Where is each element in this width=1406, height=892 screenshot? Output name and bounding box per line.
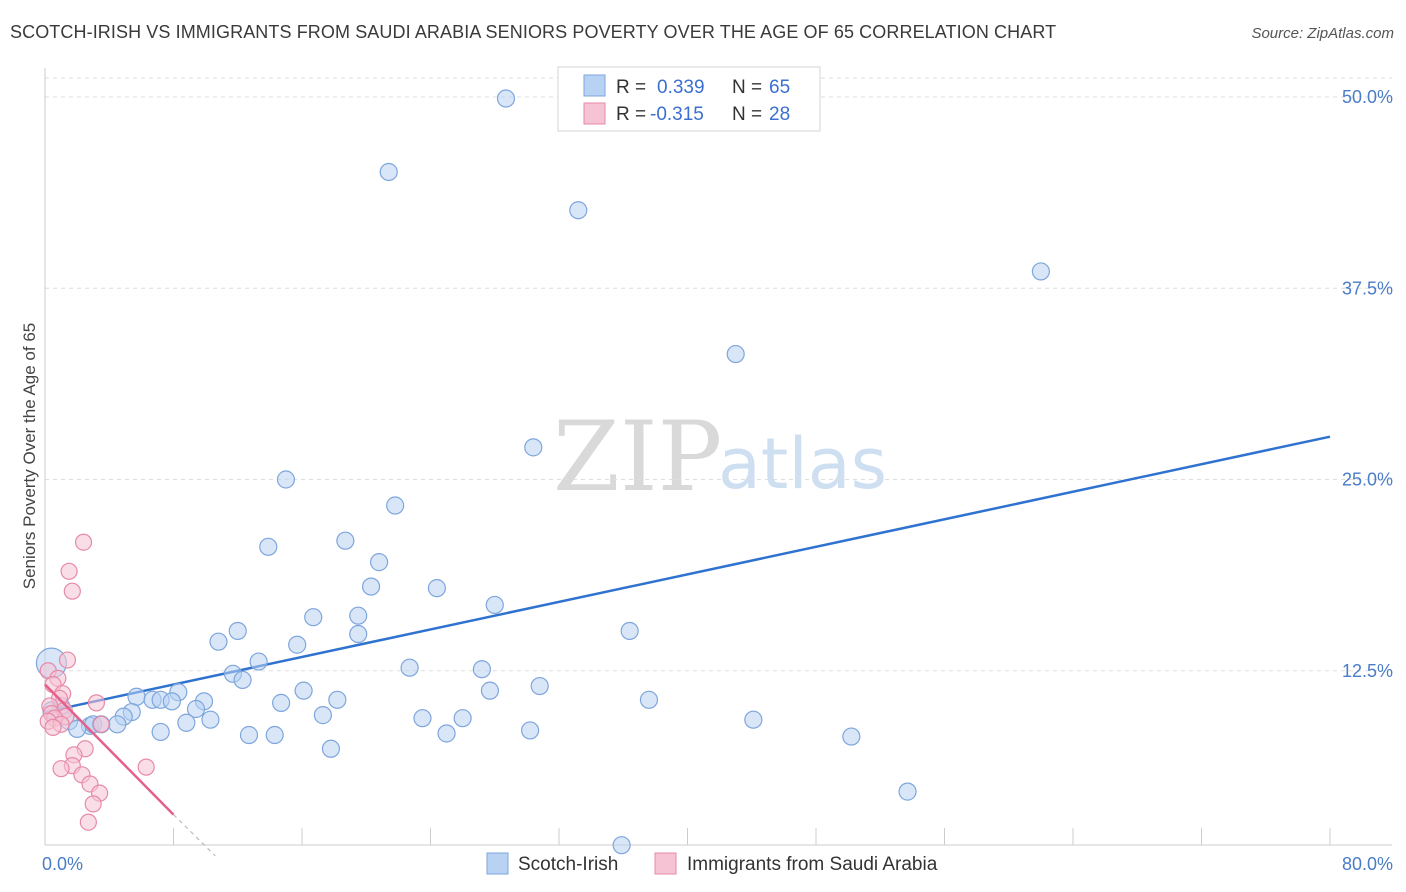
point-scotch-irish-14	[304, 608, 323, 627]
point-scotch-irish-46	[453, 709, 472, 728]
point-scotch-irish-55	[68, 719, 87, 738]
watermark: ZIP atlas	[553, 401, 887, 513]
point-scotch-irish-26	[233, 670, 252, 690]
point-scotch-irish-12	[427, 579, 447, 598]
y-tick-label-3: 50.0%	[1342, 87, 1393, 107]
trendline-pink-solid	[44, 683, 175, 816]
y-tick-label-2: 37.5%	[1342, 278, 1393, 298]
point-scotch-irish-2	[569, 201, 588, 220]
point-scotch-irish-36	[272, 693, 291, 712]
point-scotch-irish-18	[349, 624, 368, 644]
legend-n-value-blue: 65	[769, 77, 790, 98]
point-scotch-irish-20	[288, 635, 307, 654]
point-scotch-irish-58	[520, 721, 540, 740]
point-saudi-arabia-1	[60, 562, 78, 580]
point-scotch-irish-6	[276, 470, 296, 489]
point-scotch-irish-13	[485, 595, 504, 615]
point-scotch-irish-51	[108, 715, 127, 734]
trendline-pink-dashed	[173, 814, 216, 857]
point-saudi-arabia-28	[79, 813, 97, 831]
legend-swatch-pink	[583, 102, 606, 125]
point-scotch-irish-57	[437, 724, 456, 743]
point-scotch-irish-49	[744, 710, 763, 729]
point-scotch-irish-4	[726, 344, 745, 364]
point-scotch-irish-62	[321, 739, 341, 758]
point-scotch-irish-16	[228, 621, 247, 641]
point-saudi-arabia-18	[92, 715, 110, 733]
point-scotch-irish-47	[201, 710, 220, 729]
point-scotch-irish-11	[361, 577, 381, 596]
series-legend-label-saudi-arabia: Immigrants from Saudi Arabia	[687, 854, 938, 875]
point-scotch-irish-27	[530, 676, 549, 696]
point-scotch-irish-63	[898, 782, 917, 801]
point-saudi-arabia-0	[74, 533, 93, 551]
point-scotch-irish-39	[186, 699, 206, 719]
point-scotch-irish-7	[386, 496, 405, 515]
legend-r-label-pink: R =	[616, 104, 646, 125]
legend-r-value-blue: 0.339	[657, 77, 705, 98]
point-scotch-irish-8	[336, 531, 355, 550]
point-scotch-irish-0	[496, 89, 516, 108]
point-saudi-arabia-17	[44, 718, 62, 736]
point-saudi-arabia-3	[58, 651, 77, 669]
point-scotch-irish-19	[209, 632, 228, 651]
point-scotch-irish-59	[265, 725, 284, 745]
y-tick-label-1: 25.0%	[1342, 470, 1393, 490]
point-scotch-irish-38	[162, 692, 181, 711]
series-scotch-irish	[35, 89, 1050, 855]
watermark-zip: ZIP	[553, 401, 722, 513]
point-scotch-irish-28	[480, 681, 500, 700]
point-scotch-irish-64	[612, 836, 631, 855]
point-scotch-irish-10	[370, 553, 389, 572]
point-scotch-irish-5	[524, 438, 543, 457]
y-tick-label-0: 12.5%	[1342, 661, 1393, 681]
series-legend-swatch-pink	[654, 852, 677, 875]
legend-n-label-blue: N =	[732, 77, 762, 98]
point-saudi-arabia-23	[52, 760, 70, 778]
point-scotch-irish-35	[639, 690, 659, 709]
trendline-immigrants-saudi-arabia	[44, 683, 216, 857]
correlation-legend: R = 0.339 N = 65 R = -0.315 N = 28	[557, 66, 821, 132]
series-immigrants-saudi-arabia	[39, 533, 155, 831]
point-scotch-irish-43	[313, 706, 332, 725]
point-scotch-irish-56	[151, 722, 170, 742]
point-scotch-irish-9	[259, 537, 278, 556]
point-scotch-irish-23	[400, 658, 419, 677]
x-tick-labels: 0.0% 80.0%	[42, 854, 1393, 874]
grid-lines	[45, 77, 1392, 672]
point-saudi-arabia-22	[137, 758, 155, 776]
watermark-atlas: atlas	[718, 423, 887, 505]
x-tick-label-1: 80.0%	[1342, 854, 1393, 874]
point-scotch-irish-61	[842, 727, 861, 746]
legend-n-value-pink: 28	[769, 104, 790, 125]
y-axis-label: Seniors Poverty Over the Age of 65	[20, 323, 39, 589]
series-legend-label-scotch-irish: Scotch-Irish	[518, 854, 618, 875]
point-scotch-irish-48	[177, 713, 196, 732]
x-tick-label-0: 0.0%	[42, 854, 83, 874]
point-scotch-irish-24	[472, 660, 491, 679]
point-scotch-irish-45	[413, 709, 432, 728]
point-scotch-irish-21	[249, 652, 268, 671]
y-tick-labels: 12.5% 25.0% 37.5% 50.0%	[1342, 87, 1393, 681]
point-scotch-irish-34	[328, 690, 347, 709]
point-saudi-arabia-9	[87, 694, 106, 712]
legend-r-label-blue: R =	[616, 77, 646, 98]
point-scotch-irish-15	[349, 606, 368, 625]
point-scotch-irish-3	[1031, 262, 1050, 281]
point-scotch-irish-17	[620, 621, 639, 641]
series-legend-swatch-blue	[486, 852, 509, 875]
legend-n-label-pink: N =	[732, 104, 762, 125]
point-scotch-irish-1	[379, 162, 398, 182]
source-credit: Source: ZipAtlas.com	[1251, 25, 1394, 42]
chart-title: SCOTCH-IRISH VS IMMIGRANTS FROM SAUDI AR…	[10, 22, 1057, 42]
legend-r-value-pink: -0.315	[650, 104, 704, 125]
series-legend: Scotch-Irish Immigrants from Saudi Arabi…	[486, 852, 938, 875]
point-scotch-irish-29	[294, 681, 313, 700]
legend-swatch-blue	[583, 74, 606, 97]
point-scotch-irish-31	[127, 687, 146, 706]
point-saudi-arabia-27	[84, 795, 102, 813]
point-saudi-arabia-2	[63, 582, 81, 600]
point-scotch-irish-60	[239, 725, 259, 745]
